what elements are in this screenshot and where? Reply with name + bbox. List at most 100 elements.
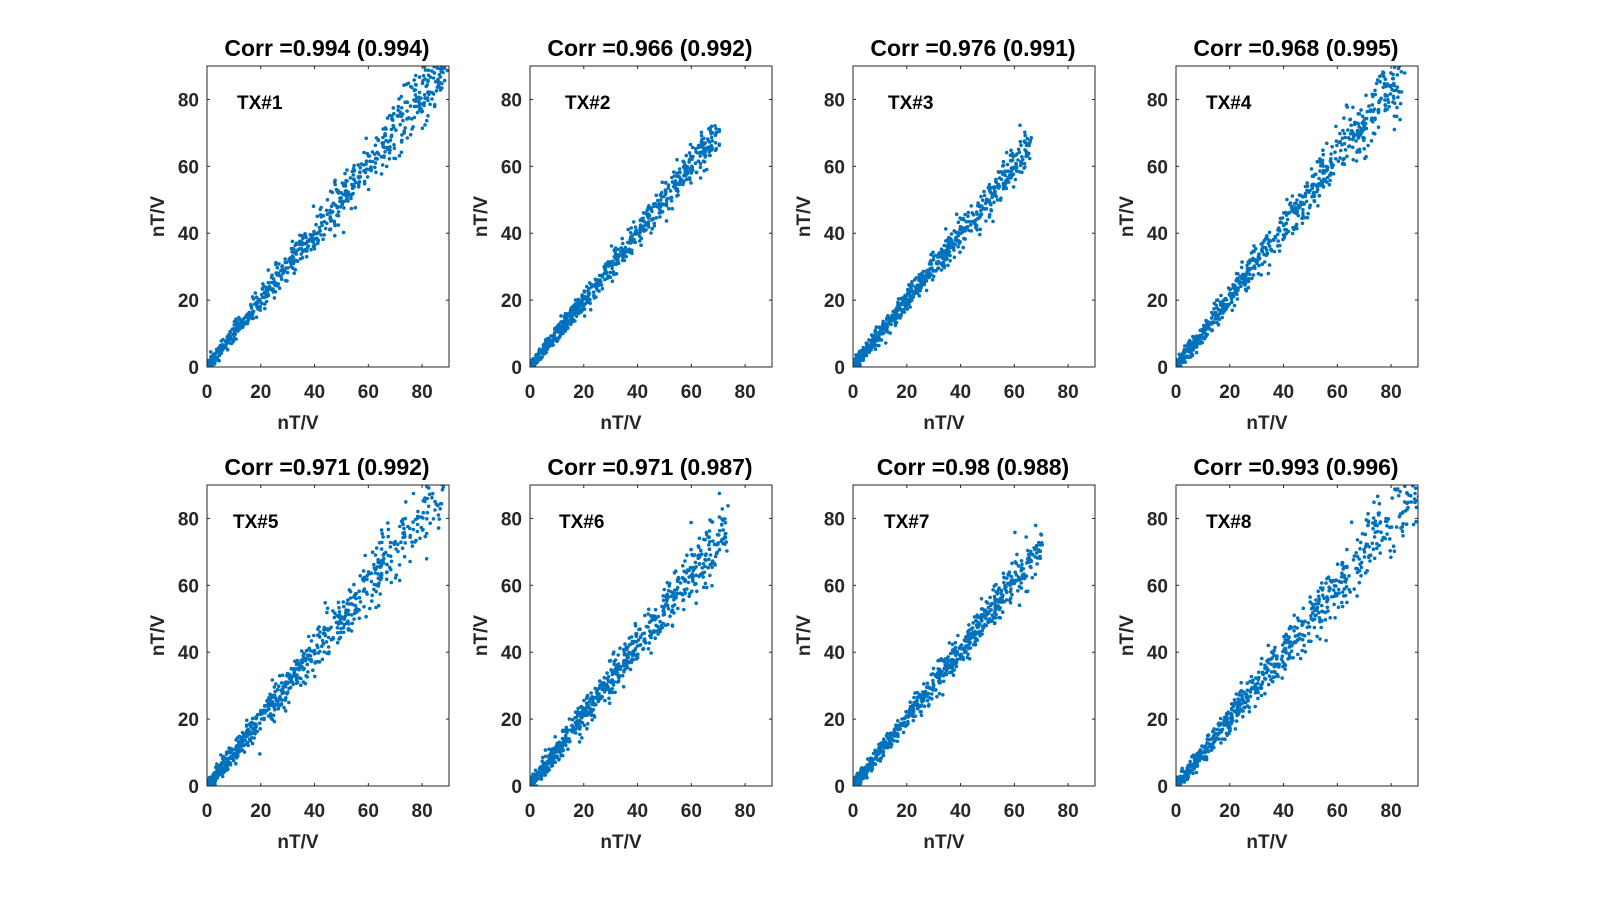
data-point [1364, 126, 1369, 131]
data-point [947, 670, 952, 675]
data-point [633, 225, 638, 229]
data-point [341, 630, 346, 635]
data-point [406, 524, 410, 529]
data-point [329, 204, 334, 208]
data-point [881, 322, 885, 326]
data-point [683, 559, 687, 563]
data-point [210, 362, 215, 366]
data-point [1009, 148, 1013, 153]
data-point [961, 655, 965, 660]
data-point [958, 240, 962, 244]
data-point [1392, 96, 1396, 101]
data-point [693, 582, 697, 587]
data-point [381, 553, 386, 557]
data-point [1327, 182, 1332, 187]
data-point [437, 62, 441, 66]
data-point [873, 337, 877, 342]
data-point [713, 554, 718, 559]
data-point [1325, 165, 1330, 170]
subplot-title: Corr =0.976 (0.991) [870, 35, 1075, 61]
data-point [1316, 204, 1320, 208]
axes-box [529, 484, 773, 787]
data-point [608, 260, 612, 264]
data-point [576, 706, 580, 711]
data-point [275, 265, 280, 270]
data-point [911, 295, 915, 300]
data-point [699, 130, 704, 135]
data-point [566, 747, 570, 751]
data-point [1026, 548, 1030, 553]
data-point [386, 521, 390, 525]
data-point [1388, 92, 1393, 96]
data-point [1221, 311, 1225, 315]
data-point [548, 759, 552, 763]
data-point [338, 630, 343, 635]
data-point [1018, 123, 1022, 128]
data-point [254, 724, 259, 728]
data-point [537, 767, 542, 771]
data-point [979, 208, 983, 213]
data-point [925, 681, 930, 686]
data-point [270, 678, 275, 682]
data-point [691, 579, 695, 583]
data-point [901, 730, 906, 735]
data-point [303, 233, 308, 238]
data-point [951, 673, 956, 677]
data-point [1371, 109, 1375, 114]
data-point [442, 38, 446, 42]
data-point [670, 206, 675, 211]
data-point [666, 606, 671, 611]
data-point [861, 358, 865, 363]
y-tick-label: 80 [178, 509, 199, 530]
data-point [928, 267, 932, 271]
data-point [1020, 573, 1025, 577]
data-point [408, 559, 412, 564]
data-point [984, 219, 988, 223]
data-point [972, 633, 976, 637]
data-point [263, 306, 267, 311]
data-point [252, 722, 256, 727]
data-point [375, 565, 380, 569]
data-point [717, 491, 722, 496]
data-point [544, 754, 548, 759]
data-point [1321, 152, 1326, 157]
data-point [709, 132, 713, 136]
y-tick-label: 0 [188, 777, 199, 798]
data-point [570, 723, 574, 728]
data-point [662, 587, 667, 592]
data-point [952, 668, 956, 672]
data-point [664, 203, 669, 208]
subplot-title: Corr =0.968 (0.995) [1193, 35, 1398, 61]
data-point [707, 539, 712, 544]
data-point [1300, 194, 1304, 198]
data-point [442, 39, 446, 43]
data-point [386, 534, 391, 539]
data-point [379, 563, 384, 568]
data-point [306, 244, 311, 248]
data-point [1336, 159, 1341, 163]
data-point [1264, 248, 1269, 252]
data-point [1015, 552, 1019, 557]
data-point [940, 669, 944, 674]
data-point [1301, 207, 1305, 212]
data-point [394, 128, 398, 132]
data-point [700, 552, 704, 556]
data-point [962, 646, 967, 650]
data-point [422, 93, 427, 97]
data-point [620, 241, 625, 246]
data-point [1340, 143, 1344, 147]
data-point [530, 779, 534, 783]
data-point [416, 509, 420, 514]
data-point [599, 283, 604, 287]
data-point [380, 163, 385, 167]
data-point [361, 569, 366, 573]
data-point [999, 170, 1004, 174]
data-point [911, 292, 915, 297]
data-point [269, 275, 274, 280]
data-point [328, 227, 333, 232]
data-point [372, 582, 377, 587]
data-point [332, 219, 337, 224]
data-point [425, 517, 429, 521]
data-point [265, 286, 270, 291]
data-point [646, 223, 651, 228]
